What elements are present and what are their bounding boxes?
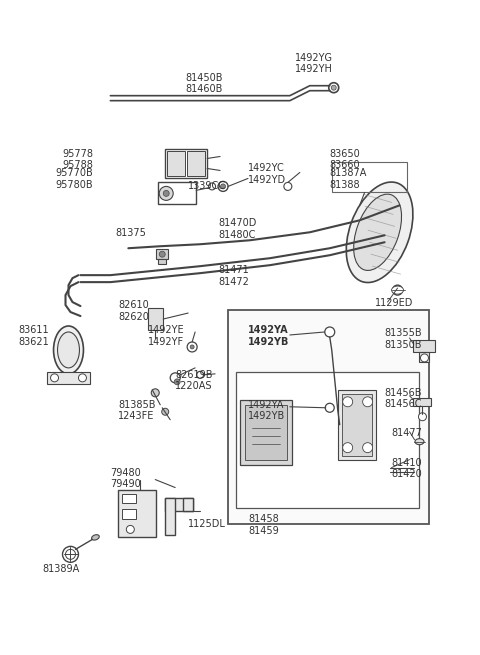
Text: 81385B
1243FE: 81385B 1243FE: [119, 400, 156, 421]
Text: 1129ED: 1129ED: [374, 298, 413, 308]
Text: 1492YC
1492YD: 1492YC 1492YD: [248, 164, 286, 185]
Ellipse shape: [346, 182, 413, 282]
Circle shape: [363, 443, 372, 453]
Text: 1492YG
1492YH: 1492YG 1492YH: [295, 53, 333, 75]
Bar: [165, 149, 207, 178]
Ellipse shape: [62, 546, 78, 563]
Circle shape: [162, 408, 168, 415]
Text: 81389A: 81389A: [43, 565, 80, 574]
Bar: [332, 162, 407, 193]
Bar: [342, 394, 372, 456]
Circle shape: [126, 525, 134, 533]
Bar: [165, 498, 193, 512]
Circle shape: [363, 397, 372, 407]
Bar: [183, 498, 193, 512]
Bar: [47, 372, 90, 384]
Bar: [158, 183, 196, 204]
Circle shape: [419, 413, 426, 421]
Circle shape: [190, 345, 194, 349]
Bar: [165, 498, 175, 535]
Circle shape: [284, 183, 292, 191]
Circle shape: [329, 83, 339, 92]
Ellipse shape: [65, 550, 75, 559]
Text: 83650
83660: 83650 83660: [330, 149, 360, 170]
Ellipse shape: [354, 194, 402, 271]
Ellipse shape: [54, 326, 84, 374]
Circle shape: [159, 187, 173, 200]
Ellipse shape: [415, 439, 424, 445]
Text: 82619B
1220AS: 82619B 1220AS: [175, 370, 213, 392]
Circle shape: [325, 327, 335, 337]
Ellipse shape: [58, 332, 80, 368]
Text: 83611
83621: 83611 83621: [19, 325, 49, 346]
Text: 1492YA
1492YB: 1492YA 1492YB: [248, 325, 289, 346]
Bar: [148, 308, 163, 330]
Circle shape: [393, 285, 403, 295]
Circle shape: [170, 373, 180, 383]
Circle shape: [220, 184, 226, 189]
Circle shape: [218, 181, 228, 191]
Text: 81456B
81456C: 81456B 81456C: [384, 388, 422, 409]
Circle shape: [78, 374, 86, 382]
Text: 81375: 81375: [115, 229, 146, 238]
Bar: [187, 151, 205, 176]
Bar: [420, 352, 430, 362]
Circle shape: [197, 371, 204, 379]
Text: 79480
79490: 79480 79490: [110, 468, 141, 489]
Circle shape: [151, 389, 159, 397]
Bar: [338, 390, 376, 460]
Bar: [122, 510, 136, 519]
Bar: [119, 489, 156, 537]
Bar: [167, 151, 185, 176]
Text: 1339CC: 1339CC: [188, 181, 226, 191]
Circle shape: [331, 85, 336, 90]
Bar: [240, 400, 292, 464]
Circle shape: [159, 252, 165, 257]
Text: 82610
82620: 82610 82620: [119, 300, 149, 322]
Text: 81410
81420: 81410 81420: [392, 458, 422, 479]
Text: 81477: 81477: [392, 428, 422, 438]
Ellipse shape: [92, 534, 99, 540]
Bar: [122, 493, 136, 504]
Circle shape: [343, 443, 353, 453]
Text: 81458
81459: 81458 81459: [248, 514, 279, 536]
Bar: [413, 398, 432, 406]
Bar: [413, 340, 435, 352]
Bar: [236, 372, 420, 508]
Text: 81450B
81460B: 81450B 81460B: [185, 73, 223, 94]
Text: 81471
81472: 81471 81472: [218, 265, 249, 287]
Bar: [228, 310, 430, 525]
Text: 1125DL: 1125DL: [188, 519, 226, 529]
Text: 81355B
81350B: 81355B 81350B: [384, 328, 422, 350]
Text: 81470D
81480C: 81470D 81480C: [218, 218, 256, 240]
Circle shape: [325, 403, 334, 412]
Text: 81387A
81388: 81387A 81388: [330, 168, 367, 190]
Circle shape: [187, 342, 197, 352]
Text: 1492YA
1492YB: 1492YA 1492YB: [248, 400, 285, 421]
Bar: [158, 259, 166, 264]
Bar: [156, 249, 168, 259]
Circle shape: [209, 183, 216, 190]
Circle shape: [420, 354, 429, 362]
Circle shape: [343, 397, 353, 407]
Circle shape: [50, 374, 59, 382]
Circle shape: [174, 379, 180, 385]
Circle shape: [163, 191, 169, 196]
Text: 1492YE
1492YF: 1492YE 1492YF: [148, 325, 185, 346]
Text: 95770B
95780B: 95770B 95780B: [56, 168, 93, 190]
Ellipse shape: [392, 286, 404, 294]
Text: 95778
95788: 95778 95788: [62, 149, 94, 170]
Bar: [245, 405, 287, 460]
